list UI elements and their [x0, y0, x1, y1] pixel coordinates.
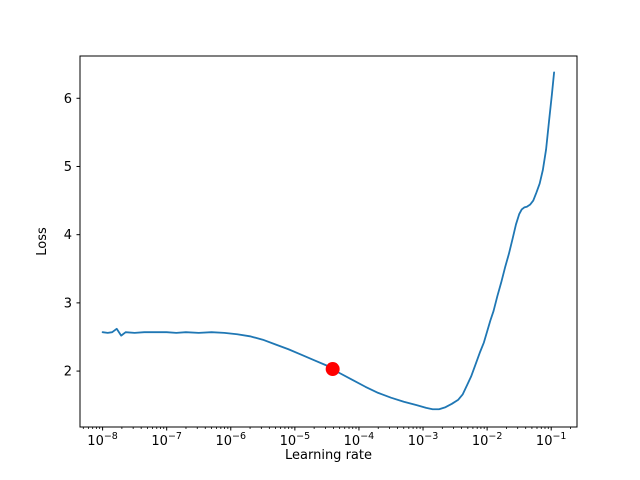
y-tick-label: 3: [64, 296, 72, 311]
y-tick-label: 5: [64, 160, 72, 175]
loss-curve-line: [101, 71, 555, 411]
x-tick-label: 10−8: [87, 431, 118, 449]
x-tick-label: 10−6: [215, 431, 246, 449]
x-tick-label: 10−4: [344, 431, 375, 449]
ticks-layer: 10−8 10−7 10−6 10−5 10−4 10−3 10−2 10−1 2 3 4 5 6: [64, 92, 571, 449]
x-tick-label: 10−2: [472, 431, 503, 449]
y-tick-label: 6: [64, 92, 72, 107]
x-tick-label: 10−3: [408, 431, 439, 449]
y-axis-label: Loss: [35, 227, 50, 256]
axes-spines: [79, 55, 578, 428]
y-tick-label: 4: [64, 228, 72, 243]
x-axis-label: Learning rate: [285, 448, 372, 463]
x-tick-label: 10−7: [151, 431, 182, 449]
y-tick-label: 2: [64, 365, 72, 380]
series-layer: [101, 71, 555, 411]
suggested-learning-rate-point: [325, 362, 340, 377]
x-tick-label: 10−1: [536, 431, 567, 449]
x-tick-label: 10−5: [280, 431, 311, 449]
